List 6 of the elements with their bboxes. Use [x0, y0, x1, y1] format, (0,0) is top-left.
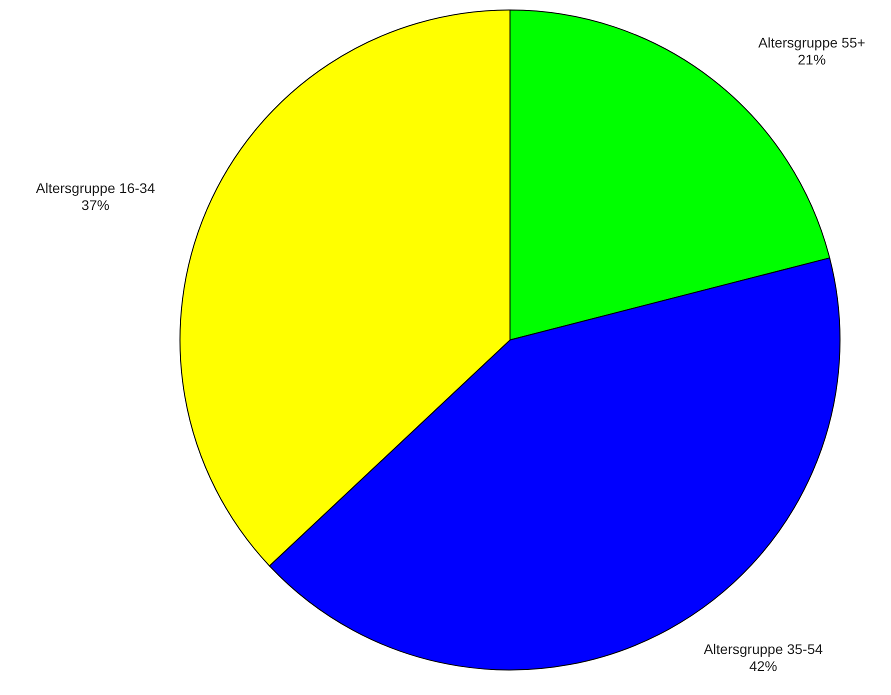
data-label: 21%: [798, 52, 826, 68]
slice-label: Altersgruppe 55+: [758, 34, 866, 51]
data-label: 37%: [81, 197, 110, 214]
data-label: 42%: [749, 658, 778, 674]
slice-label: Altersgruppe 16-34: [36, 180, 156, 196]
slice-label: Altersgruppe 35-54: [704, 641, 823, 658]
